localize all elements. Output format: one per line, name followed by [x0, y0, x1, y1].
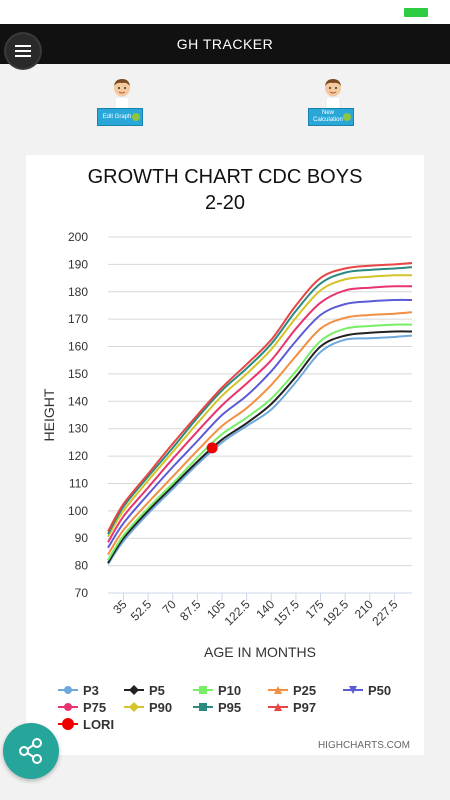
legend-p3-legend-marker: [64, 686, 72, 694]
legend-p97-label: P97: [293, 700, 316, 715]
y-tick-label: 130: [68, 422, 88, 436]
x-tick-label: 192.5: [320, 597, 351, 628]
x-tick-label: 227.5: [369, 597, 400, 628]
legend-p50-label: P50: [368, 683, 391, 698]
chart-title: 2-20: [205, 192, 245, 214]
y-tick-label: 70: [75, 586, 89, 600]
hamburger-icon: [15, 45, 31, 57]
legend-p95-legend-marker: [199, 703, 207, 711]
share-button[interactable]: [3, 723, 59, 779]
legend-p25-label: P25: [293, 683, 316, 698]
boy-avatar-icon: [320, 78, 346, 110]
series-line-p25: [108, 312, 412, 554]
app-title: GH TRACKER: [0, 24, 450, 64]
chart-title: GROWTH CHART CDC BOYS: [88, 166, 363, 188]
series-line-p3: [108, 336, 412, 565]
edit-graph-button[interactable]: Edit Graph: [97, 78, 147, 128]
highcharts-credit: HIGHCHARTS.COM: [318, 740, 410, 751]
x-tick-label: 52.5: [128, 597, 155, 624]
y-tick-label: 110: [69, 476, 88, 490]
x-axis-title: AGE IN MONTHS: [204, 644, 316, 660]
y-tick-label: 170: [68, 312, 88, 326]
series-line-p5: [108, 331, 412, 563]
x-tick-label: 122.5: [222, 597, 253, 628]
legend-p10-label: P10: [218, 683, 241, 698]
y-tick-label: 160: [68, 340, 88, 354]
legend-p75-label: P75: [83, 700, 106, 715]
y-tick-label: 90: [75, 531, 89, 545]
app-bar: GH TRACKER: [0, 24, 450, 64]
y-tick-label: 120: [68, 449, 88, 463]
legend-lori-label: LORI: [83, 717, 114, 732]
legend-p3-label: P3: [83, 683, 99, 698]
y-tick-label: 200: [68, 230, 88, 244]
y-tick-label: 150: [68, 367, 88, 381]
x-tick-label: 87.5: [177, 597, 204, 624]
growth-chart: GROWTH CHART CDC BOYS 2-20 70 80 90 100 110 120…: [26, 155, 424, 755]
menu-button[interactable]: [6, 34, 40, 68]
pencil-icon: [132, 113, 140, 121]
y-tick-label: 100: [68, 504, 88, 518]
legend-p10-legend-marker: [199, 686, 207, 694]
legend-lori-legend-marker: [62, 718, 74, 730]
battery-icon: [404, 8, 428, 17]
y-tick-label: 140: [68, 394, 88, 408]
legend-p75-legend-marker: [64, 703, 72, 711]
legend-p5-label: P5: [149, 683, 165, 698]
chart-card: GROWTH CHART CDC BOYS 2-20 70 80 90 100 110 120…: [26, 155, 424, 755]
pencil-icon: [343, 113, 351, 121]
legend-p95-label: P95: [218, 700, 241, 715]
y-axis-title: HEIGHT: [41, 388, 57, 441]
series-line-p95: [108, 267, 412, 534]
y-tick-label: 80: [75, 559, 89, 573]
new-calculation-button[interactable]: New Calculation: [308, 78, 358, 128]
data-point-lori: [207, 442, 218, 453]
status-bar: [0, 0, 450, 24]
x-tick-label: 157.5: [271, 597, 302, 628]
edit-graph-label: Edit Graph: [97, 108, 143, 126]
boy-avatar-icon: [109, 78, 135, 110]
legend-p5-legend-marker: [129, 685, 139, 695]
new-calculation-label: New Calculation: [308, 108, 354, 126]
y-tick-label: 180: [68, 285, 88, 299]
legend-p90-label: P90: [149, 700, 172, 715]
share-icon: [16, 736, 46, 766]
legend-p90-legend-marker: [129, 702, 139, 712]
y-tick-label: 190: [68, 257, 88, 271]
